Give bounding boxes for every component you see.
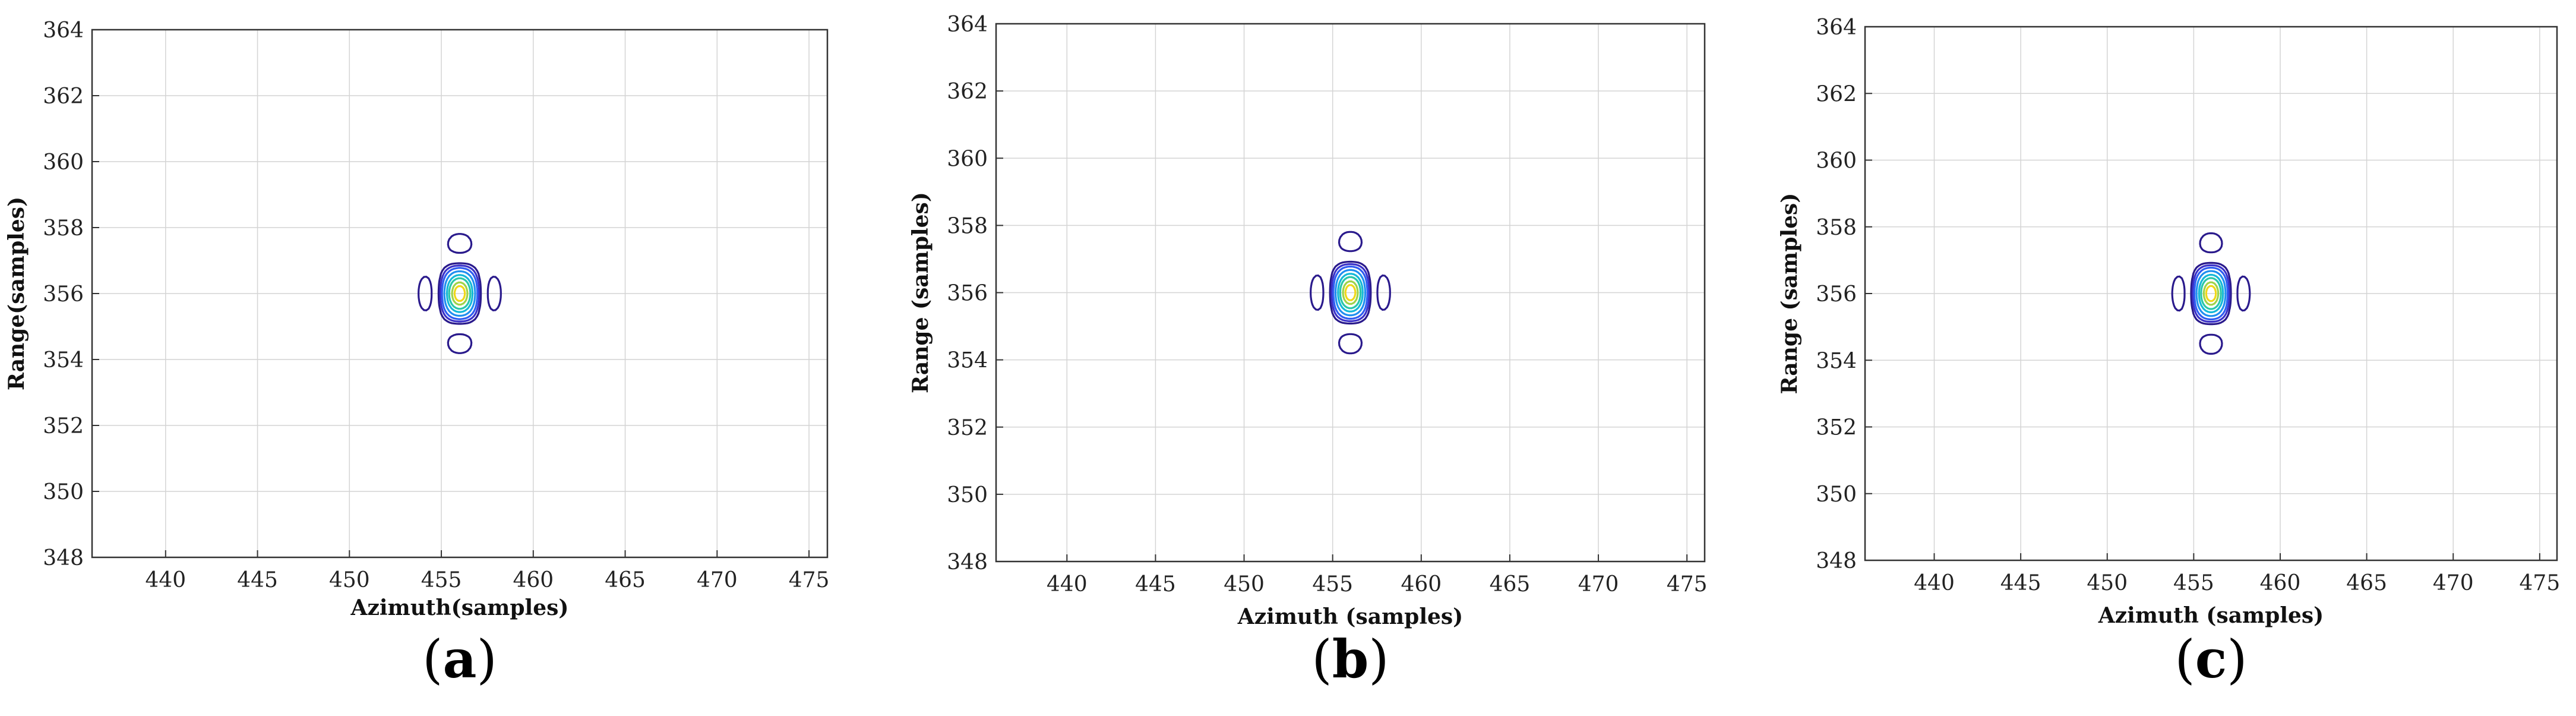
x-tick-label: 455: [421, 568, 462, 592]
contour-level-3: [443, 270, 476, 317]
chart-panel-c: 440 445 450 455 460 465 470 475 348 350 352 354 356 3…: [1777, 15, 2560, 690]
y-tick-label: 348: [1816, 549, 1857, 573]
contour-level-1: [439, 264, 481, 323]
contour-level-1: [1330, 263, 1370, 323]
y-tick-label: 354: [1816, 349, 1857, 373]
x-tick-label: 440: [1914, 571, 1955, 595]
y-tick-label: 358: [43, 216, 84, 241]
contour-level-2: [1332, 266, 1368, 320]
contour-level-0: [1310, 231, 1391, 355]
contour-level-5: [448, 277, 472, 310]
y-tick-label: 360: [1816, 149, 1857, 174]
x-tick-label: 460: [513, 568, 554, 592]
contour-level-2: [2193, 266, 2229, 321]
y-tick-label: 348: [43, 546, 84, 570]
y-axis-title: Range (samples): [908, 192, 933, 393]
grid-lines: [996, 23, 1705, 562]
contour-level-6: [2202, 281, 2220, 306]
y-tick-label: 352: [1816, 416, 1857, 440]
contour-level-5: [2200, 277, 2222, 310]
y-tick-label: 354: [43, 348, 84, 373]
contour-level-6: [451, 281, 469, 306]
y-tick-label: 364: [43, 18, 84, 43]
x-tick-label: 445: [2000, 571, 2041, 595]
x-tick-label: 465: [1490, 572, 1531, 597]
y-tick-label: 362: [43, 84, 84, 109]
y-tick-label: 356: [1816, 282, 1857, 307]
x-tick-label: 445: [237, 568, 278, 592]
contour-level-4: [445, 274, 474, 313]
y-tick-label: 364: [1816, 15, 1857, 40]
grid-lines: [1865, 26, 2557, 561]
contour-level-7: [453, 285, 466, 302]
contour-level-4: [1337, 273, 1364, 313]
x-tick-label: 450: [2087, 571, 2128, 595]
contour-lines: [2171, 232, 2251, 355]
y-tick-label: 362: [947, 80, 988, 104]
y-tick-label: 356: [947, 282, 988, 306]
x-tick-label: 455: [1312, 572, 1353, 597]
y-tick-label: 362: [1816, 82, 1857, 106]
y-tick-label: 358: [1816, 216, 1857, 240]
grid-lines: [92, 29, 827, 558]
panel-label: (b): [1311, 628, 1389, 690]
x-tick-label: 470: [1578, 572, 1619, 597]
contour-level-2: [441, 267, 479, 320]
x-axis-title: Azimuth(samples): [350, 595, 569, 620]
contour-level-6: [1342, 280, 1359, 305]
y-tick-label: 364: [947, 12, 988, 37]
y-tick-label: 348: [947, 550, 988, 575]
y-tick-label: 360: [947, 147, 988, 171]
x-tick-label: 440: [1047, 572, 1088, 597]
y-tick-label: 350: [43, 480, 84, 504]
panel-label: (a): [422, 628, 497, 690]
x-tick-label: 475: [1667, 572, 1708, 597]
y-tick-label: 352: [947, 416, 988, 440]
chart-panel-a: 440 445 450 455 460 465 470 475 348 350 352 354 356 3…: [4, 18, 829, 690]
x-tick-label: 465: [2346, 571, 2387, 595]
y-tick-label: 360: [43, 150, 84, 175]
x-tick-label: 475: [2520, 571, 2561, 595]
contour-level-7: [2205, 285, 2217, 302]
y-tick-label: 356: [43, 282, 84, 307]
y-tick-label: 354: [947, 349, 988, 373]
x-tick-label: 450: [1224, 572, 1265, 597]
x-tick-label: 460: [1401, 572, 1442, 597]
y-tick-label: 350: [947, 483, 988, 507]
contour-lines: [418, 233, 502, 354]
y-tick-label: 350: [1816, 482, 1857, 507]
contour-level-1: [2192, 264, 2230, 323]
contour-lines: [1310, 231, 1391, 355]
x-tick-label: 470: [697, 568, 738, 592]
x-tick-label: 445: [1135, 572, 1176, 597]
x-tick-label: 465: [605, 568, 646, 592]
panel-label: (c): [2174, 628, 2247, 690]
chart-panel-b: 440 445 450 455 460 465 470 475 348 350 352 354 356 3…: [908, 12, 1708, 690]
x-tick-label: 460: [2260, 571, 2301, 595]
contour-level-5: [1339, 276, 1362, 310]
x-tick-label: 450: [329, 568, 370, 592]
x-tick-label: 455: [2173, 571, 2214, 595]
contour-level-0: [2171, 232, 2251, 355]
contour-level-4: [2198, 273, 2224, 314]
x-axis-title: Azimuth (samples): [1237, 604, 1463, 629]
x-tick-label: 470: [2433, 571, 2474, 595]
contour-level-3: [2195, 270, 2227, 317]
x-tick-label: 475: [789, 568, 830, 592]
y-axis-title: Range (samples): [1777, 193, 1802, 395]
y-tick-label: 352: [43, 414, 84, 439]
contour-level-3: [1335, 269, 1366, 317]
y-axis-title: Range(samples): [4, 197, 29, 390]
x-tick-label: 440: [145, 568, 186, 592]
contour-level-0: [418, 233, 502, 354]
y-tick-label: 358: [947, 214, 988, 238]
x-axis-title: Azimuth (samples): [2098, 603, 2324, 628]
contour-level-7: [1344, 284, 1357, 301]
